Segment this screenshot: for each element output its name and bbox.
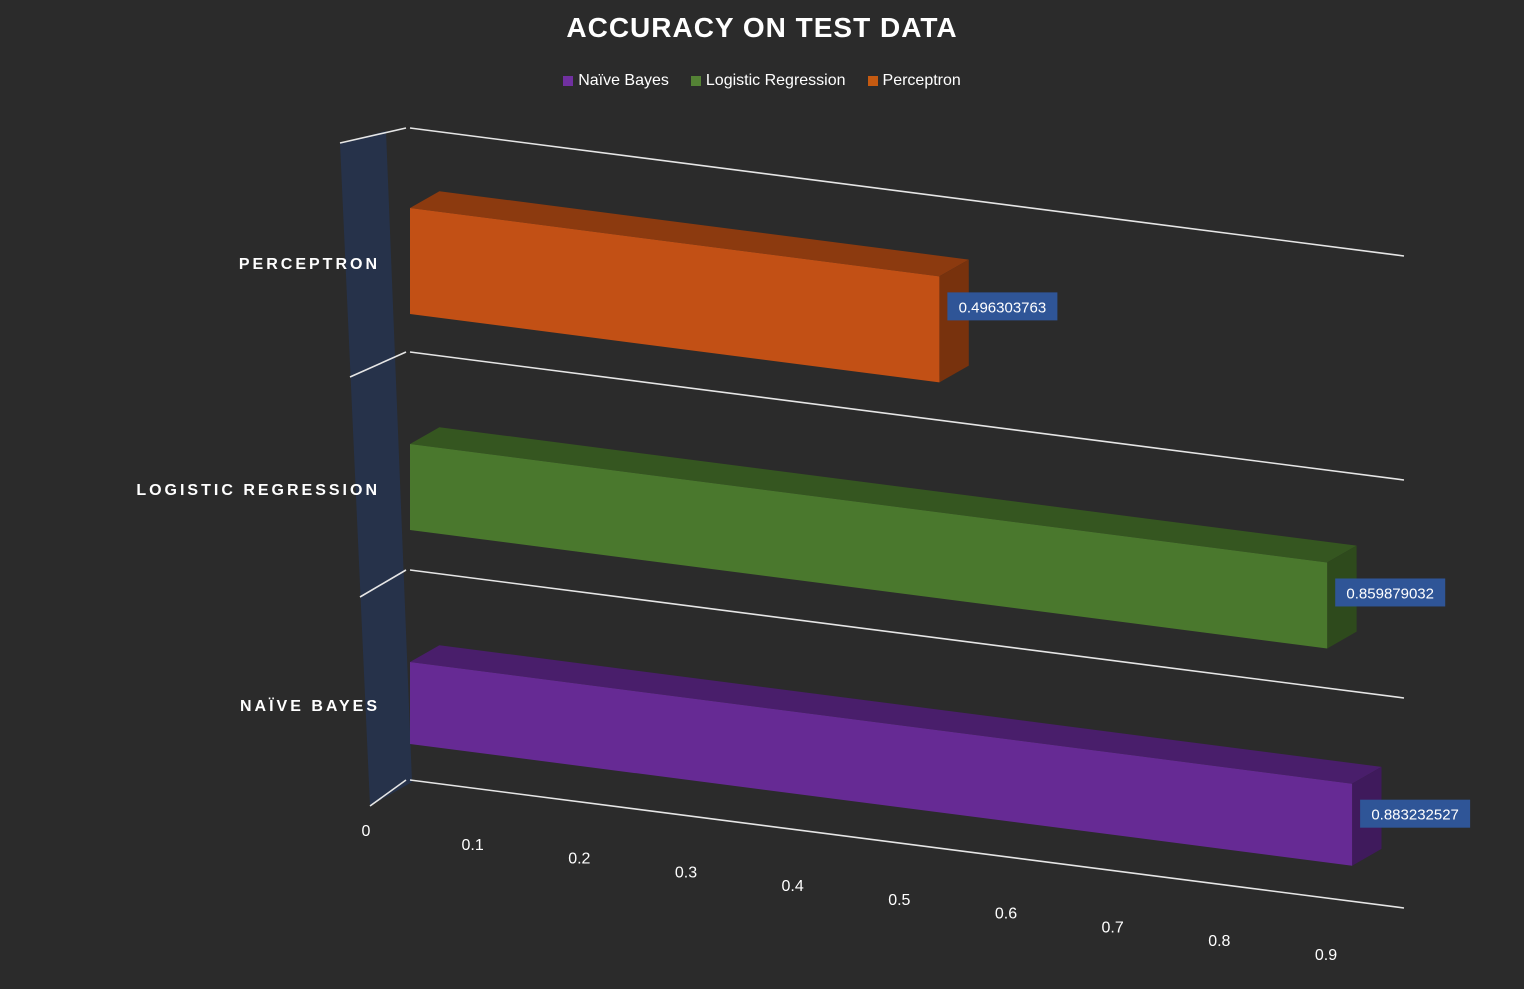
gridline xyxy=(409,569,1405,699)
data-label-perceptron: 0.496303763 xyxy=(959,299,1047,316)
bar-top-naive-bayes xyxy=(410,645,1382,784)
legend-label-logistic-regression: Logistic Regression xyxy=(705,72,846,89)
category-label-naive-bayes: NAÏVE BAYES xyxy=(240,697,380,715)
bar-end-perceptron xyxy=(939,259,969,383)
x-tick-label: 0 xyxy=(362,823,371,840)
x-tick-label: 0.7 xyxy=(1102,919,1124,936)
data-label-bg-naive-bayes xyxy=(1360,799,1471,828)
bar-top-logistic-regression xyxy=(410,427,1357,563)
data-label-logistic-regression: 0.859879032 xyxy=(1346,585,1434,602)
chart-side-wall xyxy=(340,131,412,806)
legend-swatch-naive-bayes xyxy=(563,76,574,86)
x-tick-label: 0.4 xyxy=(782,878,804,895)
gridline xyxy=(409,127,1405,257)
x-tick-label: 0.5 xyxy=(888,892,910,909)
category-label-logistic-regression: LOGISTIC REGRESSION xyxy=(136,482,380,499)
chart-title: ACCURACY ON TEST DATA xyxy=(566,12,958,43)
bar-naive-bayes xyxy=(410,662,1353,866)
legend-swatch-perceptron xyxy=(867,76,878,86)
gridline-side xyxy=(369,779,407,807)
gridline-side xyxy=(359,569,407,598)
x-tick-label: 0.9 xyxy=(1315,947,1337,964)
legend-item-logistic-regression: Logistic Regression xyxy=(690,72,846,90)
x-tick-label: 0.3 xyxy=(675,864,697,881)
x-tick-label: 0.6 xyxy=(995,906,1017,923)
x-tick-label: 0.2 xyxy=(568,851,590,868)
gridline xyxy=(409,779,1405,909)
legend-label-naive-bayes: Naïve Bayes xyxy=(578,72,669,89)
x-tick-label: 0.8 xyxy=(1208,933,1230,950)
legend-swatch-logistic-regression xyxy=(690,76,701,86)
legend-label-perceptron: Perceptron xyxy=(882,72,961,89)
bar-top-perceptron xyxy=(410,191,969,277)
gridline-side xyxy=(339,127,407,144)
category-label-perceptron: PERCEPTRON xyxy=(239,256,380,273)
gridline-side xyxy=(349,351,407,378)
gridline xyxy=(409,351,1405,481)
data-label-naive-bayes: 0.883232527 xyxy=(1371,807,1459,824)
bar-logistic-regression xyxy=(410,444,1328,649)
legend-item-perceptron: Perceptron xyxy=(867,72,961,90)
data-label-bg-perceptron xyxy=(947,292,1058,321)
chart-legend: Naïve Bayes Logistic Regression Perceptr… xyxy=(0,72,1524,90)
x-tick-label: 0.1 xyxy=(462,837,484,854)
legend-item-naive-bayes: Naïve Bayes xyxy=(563,72,669,90)
data-label-bg-logistic-regression xyxy=(1335,578,1446,607)
bar-perceptron xyxy=(410,208,940,383)
